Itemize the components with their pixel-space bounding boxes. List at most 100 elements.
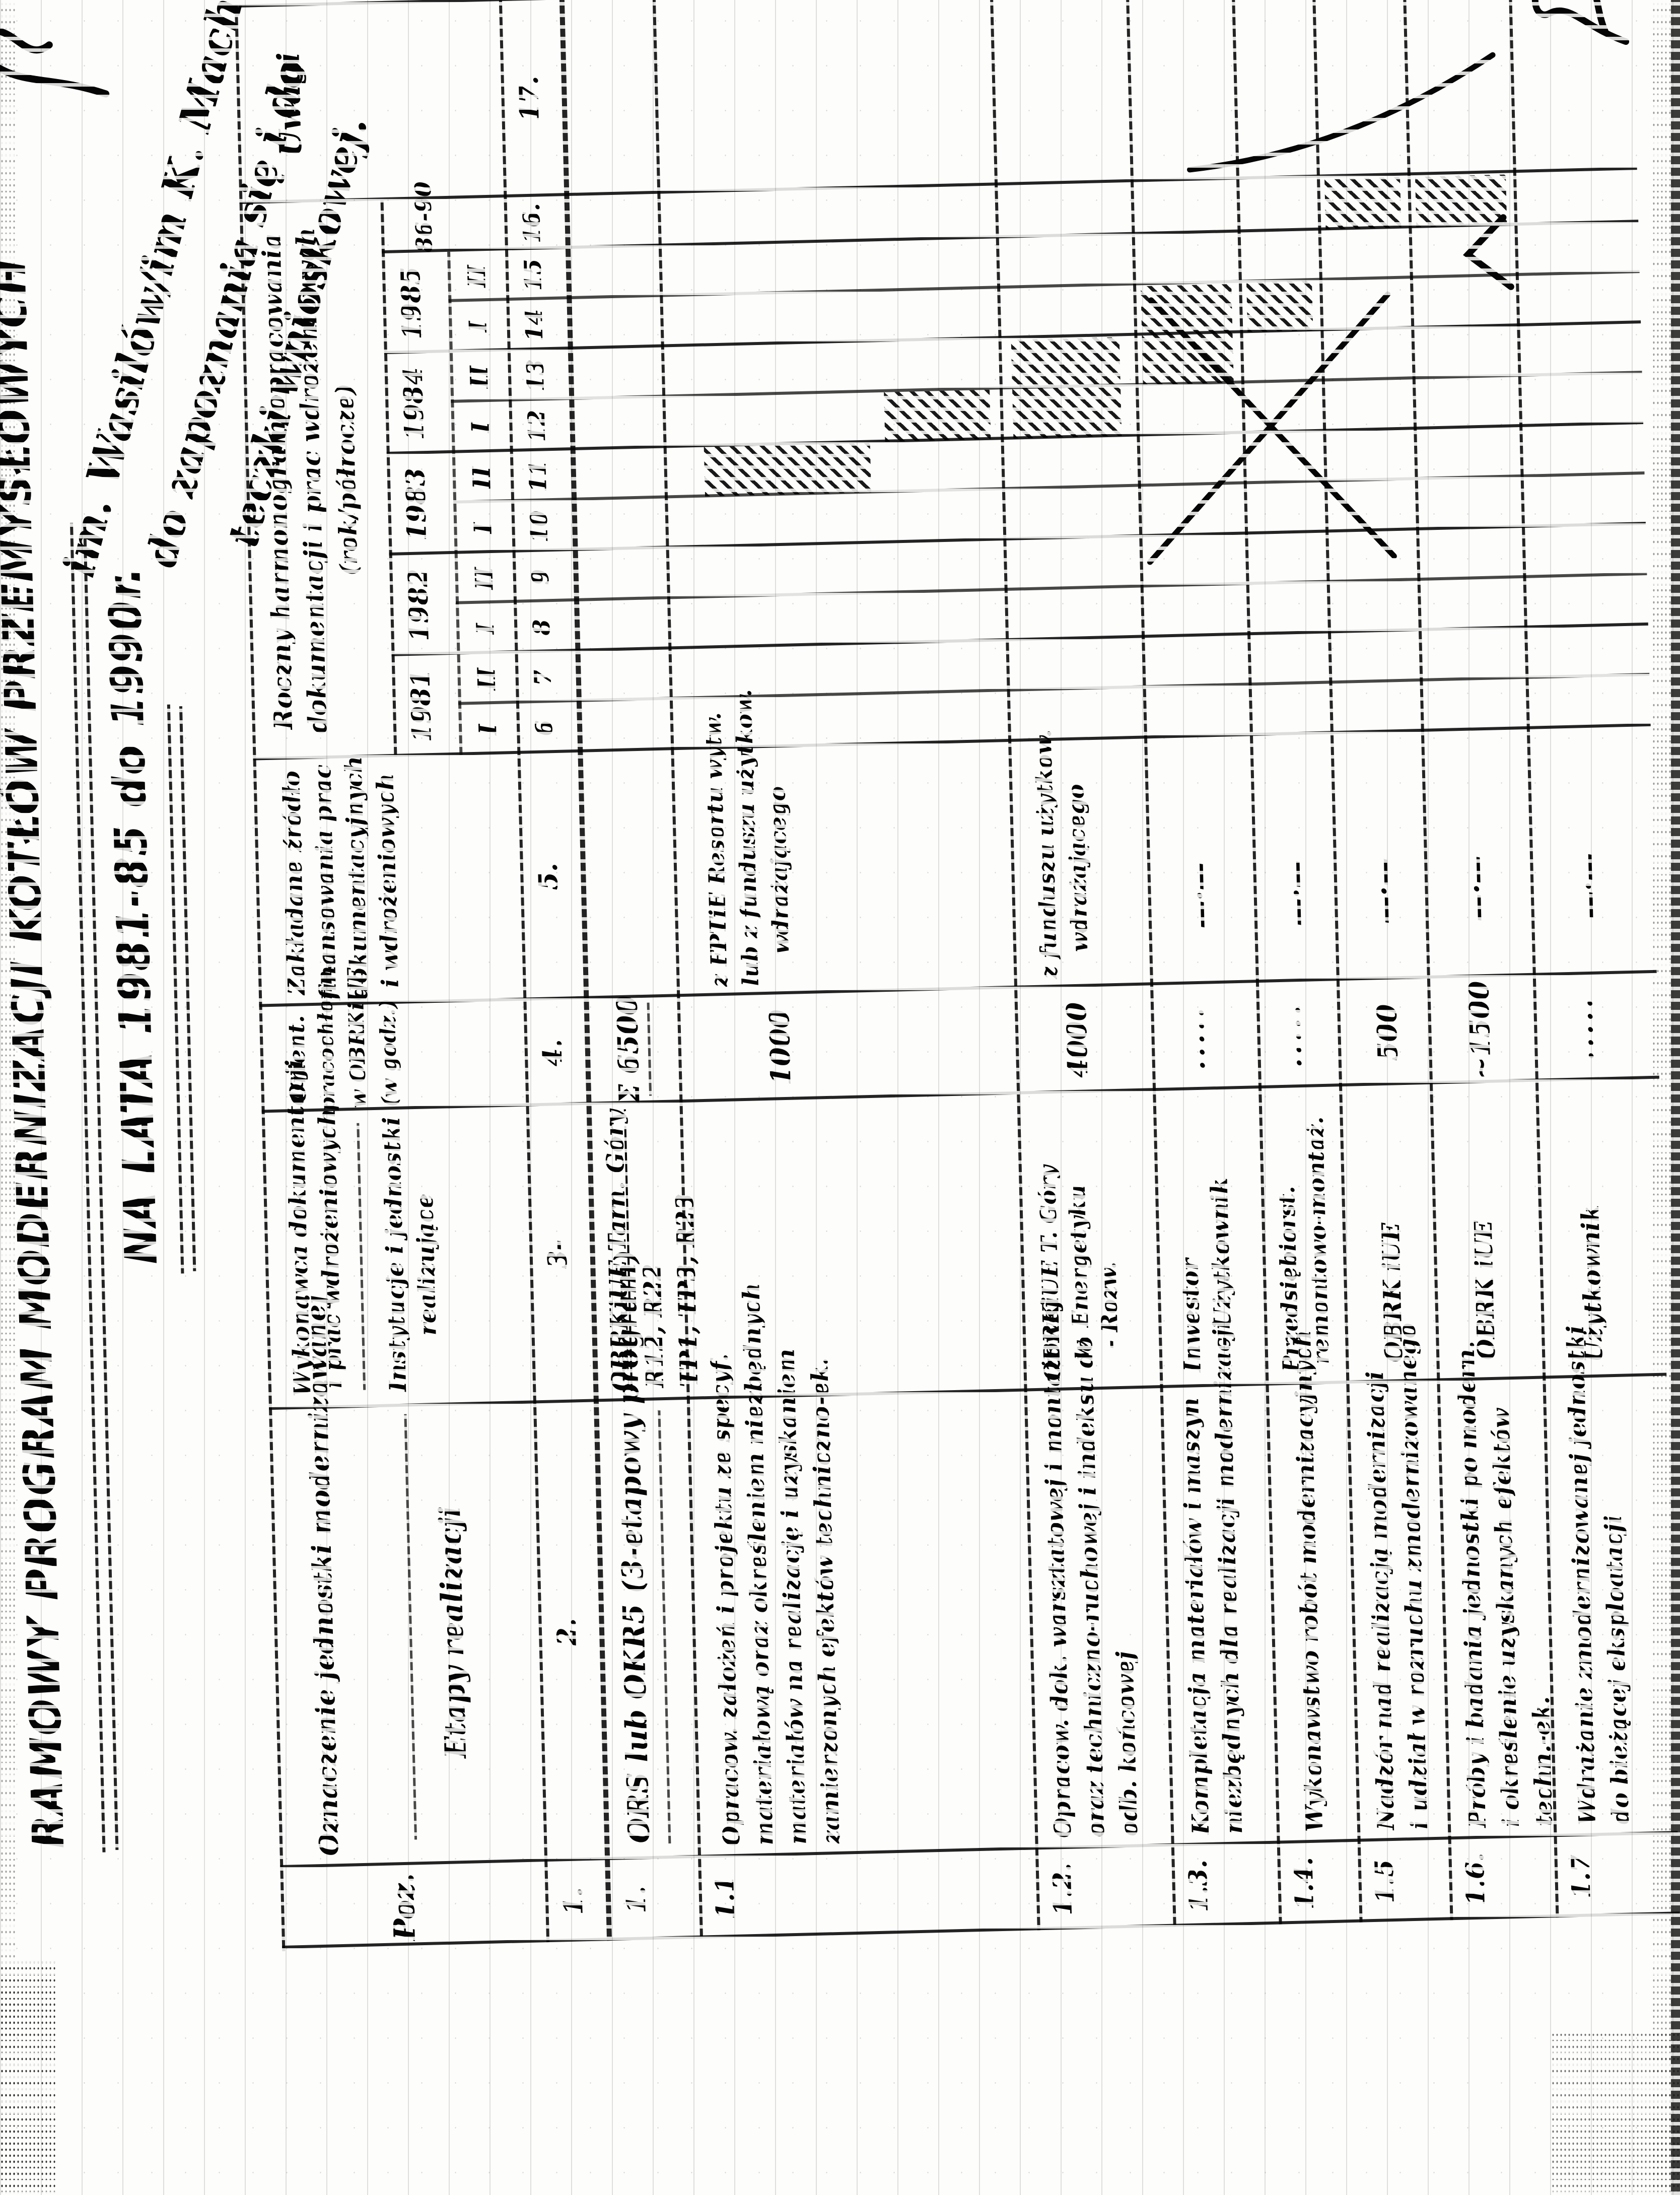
years-underline — [447, 251, 463, 756]
row16-poz: 1.6. — [1459, 1853, 1491, 1906]
scan-noise-top-left — [0, 1958, 55, 2195]
row12-col3-l2: w. Energetyku — [1064, 1184, 1095, 1360]
row13-poz: 1.3. — [1182, 1859, 1214, 1913]
row14-col3-l2: remontowo-montaż. — [1302, 1116, 1335, 1364]
row1-col4: Σ 6500 — [610, 995, 647, 1105]
header-year-1983: 1983 — [400, 467, 433, 541]
row15-col5: —·— — [1367, 857, 1402, 925]
header-poz: Poz. — [386, 1873, 422, 1941]
colnum-3: 3- — [542, 1239, 574, 1269]
row14-poz: 1.4. — [1288, 1857, 1319, 1910]
half-1985-i: I — [464, 320, 493, 333]
header-col4-line3: w OBRKiUE — [342, 967, 371, 1109]
scan-noise-bottom-edge — [1652, 0, 1672, 2195]
row13-col3-l2: - Użytkownik — [1205, 1178, 1237, 1347]
row17-col2-l1: Wdrażanie zmodernizowanej jednostki — [1561, 1325, 1601, 1826]
row11-poz: 1.1 — [709, 1875, 741, 1920]
row12-poz: 1.2. — [1046, 1863, 1078, 1916]
half-1981-i: I — [473, 723, 503, 736]
row14-col4: ····· — [1282, 1001, 1315, 1068]
row13-col5: —·— — [1182, 862, 1218, 929]
row13-col2-l2: niezbędnych dla realizacji modernizacji — [1208, 1320, 1248, 1834]
row11-col4: 1000 — [762, 1009, 797, 1086]
row12-col2-l2: oraz techniczno-ruchowej i indeksu do — [1070, 1336, 1110, 1838]
colnum-9: 9 — [526, 568, 554, 586]
half-1981-ii: II — [472, 667, 502, 691]
colnum-6: 6 — [530, 719, 558, 737]
row14-col5: —·— — [1279, 859, 1314, 927]
row15-col3: OBRK iUE — [1376, 1222, 1409, 1363]
row12-col3-l3: - Rozw. — [1095, 1261, 1124, 1350]
scan-edge-bottom — [1671, 0, 1680, 2195]
row11-col5-l2: lub z funduszu użytkow. — [731, 689, 764, 987]
row11-col2-l3: materiałów na realizację i uzyskaniem — [772, 1348, 812, 1845]
paraph-scribble-icon — [1531, 0, 1630, 45]
colnum-11: 11 — [524, 460, 552, 493]
half-line-1982 — [455, 572, 1647, 604]
row17-poz: 1.7 — [1565, 1854, 1596, 1899]
row-line-2 — [990, 0, 1040, 1931]
row17-col5: —·— — [1571, 852, 1606, 920]
colnum-13: 13 — [521, 359, 549, 392]
row17-col4: ····· — [1574, 994, 1607, 1061]
row14-col2-l1: Wykonawstwo robót modernizacyjnych — [1288, 1330, 1328, 1832]
schedule-bar-r12-1984 — [1011, 337, 1122, 439]
colnum-15: 15 — [519, 258, 547, 292]
row11-col2-l2: materiałową oraz określeniem niezbędnych — [737, 1282, 779, 1846]
header-col4-line4: (w godz.) — [375, 998, 402, 1108]
half-line-1981 — [458, 672, 1650, 705]
row1-col3-l3: TP1, TP3, R23 — [670, 1193, 704, 1388]
header-col5-line1: Zakładane źródło — [277, 770, 310, 995]
row16-col2-l1: Próby i badania jednostki po modern. — [1452, 1340, 1492, 1828]
uwagi-curve-icon — [1186, 52, 1496, 173]
colnum-8: 8 — [527, 619, 555, 636]
row16-col3: OBRK iUE — [1469, 1220, 1501, 1360]
half-1984-i: I — [466, 421, 495, 434]
header-col3-sub2: realizujące — [410, 1193, 442, 1336]
header-year-1985: 1985 — [395, 266, 428, 340]
schedule-bar-r11-1984i — [884, 389, 991, 442]
row12-col2-l3: odb. końcowej — [1111, 1651, 1143, 1837]
col-line-5-harm — [253, 723, 1651, 761]
header-col2-sub: Etapy realizacji — [432, 1505, 473, 1759]
colnum-17: 17. — [513, 75, 545, 122]
col3-header-rule — [357, 1123, 366, 1390]
col-line-4-5 — [259, 970, 1657, 1007]
row16-col2-l2: i określenie uzyskanych efektów — [1487, 1408, 1525, 1827]
header-8690: 86-90 — [410, 181, 438, 253]
row17-col2-l2: do bieżącej eksploatacji — [1599, 1515, 1635, 1825]
colnum-1: 1. — [557, 1887, 589, 1915]
row16-col5: —·— — [1459, 855, 1495, 923]
row1-col3-l1: OBRKiUE Tarn. Góry — [600, 1109, 636, 1392]
row12-col3-l1: OBRKiUE T. Góry — [1034, 1165, 1066, 1381]
row12-col4: 4000 — [1060, 1001, 1094, 1078]
row14-col3-l1: Przedsiębiorst. — [1274, 1186, 1304, 1373]
half-line-1983 — [453, 471, 1645, 504]
row11-col5-l3: wdrażającego — [764, 786, 795, 954]
row1-col2-underline — [658, 1410, 671, 1844]
row1-poz: 1. — [620, 1885, 652, 1914]
header-year-1984: 1984 — [397, 367, 431, 441]
header-uwagi: Uwagi — [271, 51, 309, 158]
half-line-1985 — [448, 270, 1640, 302]
row13-col3-l1: Inwestor — [1176, 1258, 1206, 1373]
header-harm-line3: (rok/półrocze) — [330, 383, 364, 577]
cross-out-mark-icon — [1147, 291, 1397, 565]
row15-poz: 1.5 — [1369, 1859, 1400, 1904]
header-col5-line4: i wdrożeniowych — [371, 773, 404, 988]
row-line-1 — [652, 0, 704, 1939]
half-1982-i: I — [471, 623, 500, 635]
row15-col2-l2: i udział w rozruchu zmodernizowanego — [1393, 1323, 1433, 1830]
colnum-2: 2. — [551, 1618, 583, 1646]
schedule-bar-r11-1983ii — [704, 443, 871, 497]
corner-scribble-icon — [0, 10, 110, 98]
row1-col4-underline — [647, 1002, 652, 1096]
row11-col2-l1: Opracow. założeń i projektu ze specyf. — [706, 1353, 745, 1846]
colnum-10: 10 — [525, 510, 553, 543]
caret-mark-icon — [1463, 214, 1514, 290]
col2-header-rule — [404, 1414, 417, 1840]
col-line-3-4 — [261, 1075, 1659, 1113]
colnum-14: 14 — [520, 309, 548, 342]
